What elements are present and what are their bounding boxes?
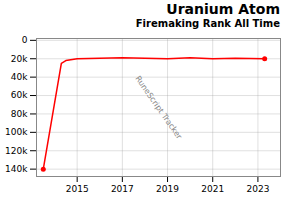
svg-text:2023: 2023: [246, 184, 269, 194]
svg-text:140k: 140k: [5, 164, 28, 174]
svg-text:2015: 2015: [66, 184, 89, 194]
svg-text:80k: 80k: [11, 109, 28, 119]
html-text:Uranium Atom: Uranium Atom: [166, 1, 280, 17]
html-text:Firemaking Rank All Time: Firemaking Rank All Time: [135, 18, 280, 29]
svg-text:2017: 2017: [111, 184, 134, 194]
svg-text:RuneScript Tracker: RuneScript Tracker: [133, 74, 184, 141]
svg-text:60k: 60k: [11, 90, 28, 100]
svg-text:2021: 2021: [201, 184, 224, 194]
svg-text:20k: 20k: [11, 54, 28, 64]
svg-text:2019: 2019: [156, 184, 179, 194]
svg-text:40k: 40k: [11, 72, 28, 82]
svg-text:0: 0: [22, 35, 28, 45]
svg-text:100k: 100k: [5, 127, 28, 137]
svg-text:120k: 120k: [5, 146, 28, 156]
